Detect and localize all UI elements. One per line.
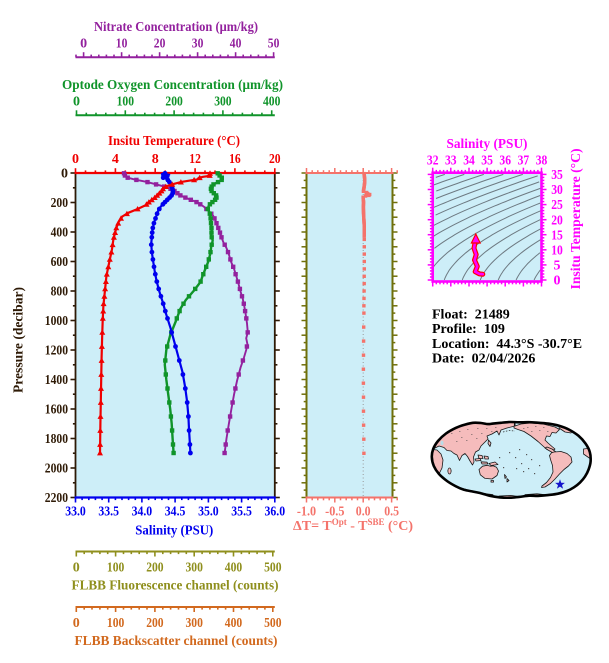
svg-text:0: 0 xyxy=(73,616,80,631)
svg-text:Float: 21489: Float: 21489 xyxy=(432,308,510,323)
svg-text:35.5: 35.5 xyxy=(231,505,252,520)
svg-text:200: 200 xyxy=(165,95,182,110)
svg-text:Insitu Temperature (°C): Insitu Temperature (°C) xyxy=(108,134,240,149)
svg-text:25: 25 xyxy=(551,198,563,213)
svg-text:33.0: 33.0 xyxy=(65,505,86,520)
svg-text:ΔT= TOpt - TSBE (°C): ΔT= TOpt - TSBE (°C) xyxy=(293,517,413,534)
svg-text:38: 38 xyxy=(536,154,548,169)
svg-text:0: 0 xyxy=(554,274,561,289)
svg-text:20: 20 xyxy=(269,152,281,167)
svg-text:500: 500 xyxy=(264,561,281,576)
svg-text:2200: 2200 xyxy=(45,491,68,506)
svg-text:1800: 1800 xyxy=(45,432,68,447)
svg-text:34: 34 xyxy=(463,154,475,169)
svg-text:37: 37 xyxy=(518,154,530,169)
svg-text:300: 300 xyxy=(186,616,203,631)
svg-text:20: 20 xyxy=(154,37,166,52)
svg-text:200: 200 xyxy=(146,561,163,576)
svg-text:300: 300 xyxy=(214,95,231,110)
svg-text:33.5: 33.5 xyxy=(98,505,119,520)
svg-text:800: 800 xyxy=(51,285,68,300)
svg-text:Profile: 109: Profile: 109 xyxy=(432,322,505,337)
svg-text:1200: 1200 xyxy=(45,344,68,359)
svg-text:100: 100 xyxy=(107,616,124,631)
svg-text:Date: 02/04/2026: Date: 02/04/2026 xyxy=(432,352,535,367)
svg-text:36: 36 xyxy=(499,154,511,169)
svg-text:20: 20 xyxy=(551,213,563,228)
svg-text:FLBB Fluorescence channel (cou: FLBB Fluorescence channel (counts) xyxy=(72,579,279,594)
svg-text:400: 400 xyxy=(225,616,242,631)
svg-text:FLBB Backscatter channel (coun: FLBB Backscatter channel (counts) xyxy=(75,634,278,649)
svg-text:35.0: 35.0 xyxy=(198,505,219,520)
svg-text:15: 15 xyxy=(551,228,563,243)
svg-text:40: 40 xyxy=(230,37,242,52)
svg-text:Salinity (PSU): Salinity (PSU) xyxy=(135,524,213,539)
svg-text:12: 12 xyxy=(189,152,201,167)
svg-text:Pressure (decibar): Pressure (decibar) xyxy=(12,287,27,393)
svg-text:35: 35 xyxy=(551,168,563,183)
svg-text:200: 200 xyxy=(146,616,163,631)
svg-text:600: 600 xyxy=(51,255,68,270)
svg-text:8: 8 xyxy=(152,152,159,167)
svg-text:0.0: 0.0 xyxy=(356,505,371,520)
svg-text:10: 10 xyxy=(551,243,563,258)
svg-text:400: 400 xyxy=(225,561,242,576)
svg-text:Nitrate Concentration (μm/kg): Nitrate Concentration (μm/kg) xyxy=(94,20,258,35)
svg-text:300: 300 xyxy=(186,561,203,576)
svg-text:0: 0 xyxy=(80,37,87,52)
svg-text:16: 16 xyxy=(229,152,241,167)
svg-text:30: 30 xyxy=(192,37,204,52)
svg-text:50: 50 xyxy=(268,37,280,52)
svg-text:10: 10 xyxy=(116,37,128,52)
svg-text:32: 32 xyxy=(427,154,439,169)
svg-text:34.0: 34.0 xyxy=(132,505,153,520)
svg-text:0.5: 0.5 xyxy=(384,505,399,520)
svg-text:0: 0 xyxy=(73,561,80,576)
svg-text:200: 200 xyxy=(51,196,68,211)
svg-text:34.5: 34.5 xyxy=(165,505,186,520)
svg-text:0: 0 xyxy=(73,95,80,110)
svg-text:5: 5 xyxy=(554,259,561,274)
svg-text:100: 100 xyxy=(107,561,124,576)
svg-text:36.0: 36.0 xyxy=(265,505,286,520)
svg-text:-1.0: -1.0 xyxy=(297,505,316,520)
svg-text:30: 30 xyxy=(551,183,563,198)
svg-text:Location: 44.3°S -30.7°E: Location: 44.3°S -30.7°E xyxy=(432,337,582,352)
svg-text:1400: 1400 xyxy=(45,373,68,388)
svg-text:Salinity (PSU): Salinity (PSU) xyxy=(447,137,528,152)
svg-text:-0.5: -0.5 xyxy=(325,505,344,520)
svg-text:1000: 1000 xyxy=(45,314,68,329)
svg-text:400: 400 xyxy=(263,95,280,110)
svg-text:100: 100 xyxy=(117,95,134,110)
svg-text:2000: 2000 xyxy=(45,462,68,477)
svg-text:33: 33 xyxy=(445,154,457,169)
svg-text:1600: 1600 xyxy=(45,403,68,418)
svg-text:500: 500 xyxy=(264,616,281,631)
svg-text:400: 400 xyxy=(51,226,68,241)
svg-text:0: 0 xyxy=(72,152,79,167)
svg-text:Insitu Temperature (°C): Insitu Temperature (°C) xyxy=(569,148,584,289)
svg-text:Optode Oxygen Concentration (μ: Optode Oxygen Concentration (μm/kg) xyxy=(62,78,283,93)
svg-text:35: 35 xyxy=(481,154,493,169)
svg-text:4: 4 xyxy=(112,152,119,167)
svg-text:0: 0 xyxy=(61,167,68,182)
